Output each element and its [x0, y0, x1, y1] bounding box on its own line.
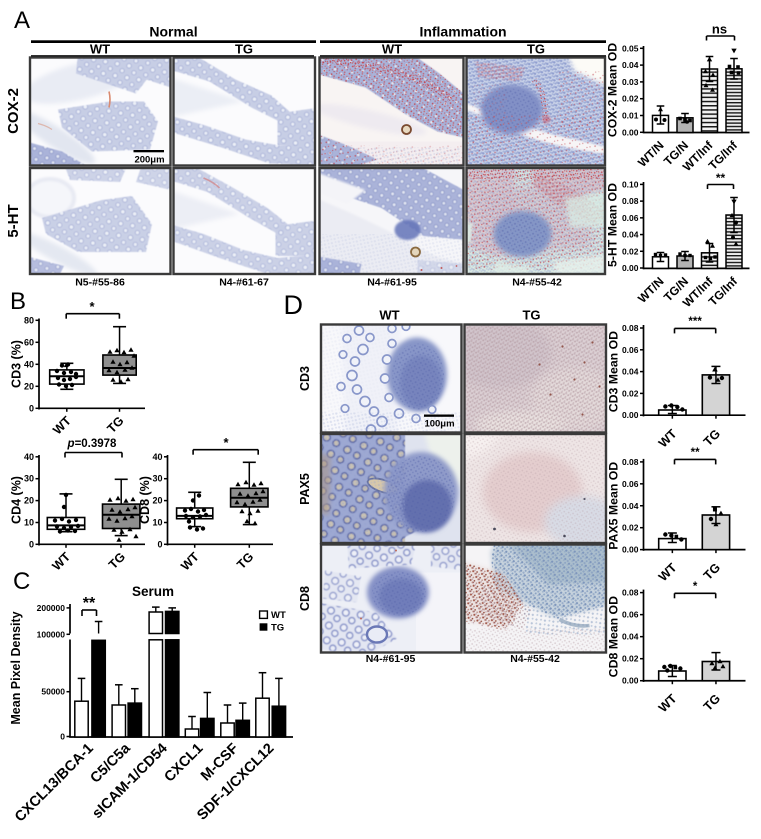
- svg-text:*: *: [223, 435, 229, 450]
- svg-text:100000: 100000: [37, 629, 66, 639]
- svg-text:50000: 50000: [41, 687, 65, 697]
- svg-text:CD8 (%): CD8 (%): [138, 476, 152, 524]
- svg-text:COX-2 Mean OD: COX-2 Mean OD: [606, 43, 620, 137]
- svg-text:0.00: 0.00: [622, 263, 639, 273]
- svg-text:B: B: [10, 288, 26, 315]
- svg-text:N4-#55-42: N4-#55-42: [510, 653, 560, 665]
- svg-text:0.10: 0.10: [622, 179, 639, 189]
- svg-text:C: C: [13, 568, 30, 595]
- svg-text:0.08: 0.08: [622, 196, 639, 206]
- svg-text:D: D: [284, 290, 304, 320]
- svg-text:N4-#61-95: N4-#61-95: [366, 653, 416, 665]
- svg-text:COX-2: COX-2: [5, 88, 22, 134]
- svg-text:N4-#61-67: N4-#61-67: [219, 277, 269, 289]
- svg-text:p=0.3978: p=0.3978: [67, 438, 118, 450]
- svg-text:30: 30: [152, 474, 162, 484]
- svg-text:CD3: CD3: [298, 366, 312, 391]
- svg-text:0.04: 0.04: [622, 60, 639, 70]
- svg-text:60: 60: [24, 337, 34, 347]
- svg-text:0.02: 0.02: [622, 94, 639, 104]
- svg-text:0.04: 0.04: [622, 632, 639, 642]
- svg-text:0.00: 0.00: [622, 676, 639, 686]
- svg-text:0.00: 0.00: [622, 545, 639, 555]
- svg-text:Serum: Serum: [132, 584, 174, 599]
- svg-text:WT: WT: [90, 42, 110, 57]
- svg-text:0.01: 0.01: [622, 111, 639, 121]
- svg-text:0.02: 0.02: [622, 388, 639, 398]
- svg-text:0.06: 0.06: [622, 610, 639, 620]
- svg-text:Mean Pixel Density: Mean Pixel Density: [9, 611, 23, 724]
- svg-text:5-HT Mean OD: 5-HT Mean OD: [606, 183, 620, 267]
- svg-text:5-HT: 5-HT: [5, 204, 22, 237]
- svg-text:***: ***: [688, 316, 702, 328]
- svg-text:0.02: 0.02: [622, 246, 639, 256]
- svg-text:0.08: 0.08: [622, 323, 639, 333]
- svg-text:40: 40: [24, 359, 34, 369]
- svg-text:ns: ns: [712, 22, 727, 37]
- svg-text:40: 40: [24, 452, 34, 462]
- svg-text:WT: WT: [379, 308, 399, 323]
- svg-text:40: 40: [152, 452, 162, 462]
- svg-text:CD3 (%): CD3 (%): [10, 340, 24, 388]
- svg-text:PAX5 Mean OD: PAX5 Mean OD: [607, 462, 621, 550]
- svg-text:WT: WT: [271, 610, 286, 621]
- svg-text:0.06: 0.06: [622, 213, 639, 223]
- svg-text:**: **: [716, 171, 726, 185]
- svg-text:80: 80: [24, 315, 34, 325]
- svg-text:**: **: [691, 447, 700, 459]
- svg-text:Normal: Normal: [149, 24, 197, 40]
- svg-text:0.06: 0.06: [622, 345, 639, 355]
- svg-text:N4-#61-95: N4-#61-95: [367, 277, 417, 289]
- svg-text:10: 10: [24, 518, 34, 528]
- svg-text:CD8 Mean OD: CD8 Mean OD: [607, 596, 621, 677]
- svg-text:0.06: 0.06: [622, 479, 639, 489]
- svg-text:10: 10: [152, 518, 162, 528]
- svg-text:0.02: 0.02: [622, 523, 639, 533]
- svg-text:30: 30: [24, 474, 34, 484]
- svg-text:0.03: 0.03: [622, 77, 639, 87]
- svg-text:CD4 (%): CD4 (%): [10, 476, 24, 524]
- svg-text:CD8: CD8: [298, 586, 312, 611]
- svg-text:20: 20: [24, 381, 34, 391]
- svg-text:200μm: 200μm: [134, 155, 164, 166]
- svg-text:**: **: [83, 595, 96, 612]
- svg-text:20: 20: [152, 496, 162, 506]
- svg-text:0.04: 0.04: [622, 230, 639, 240]
- svg-text:N4-#55-42: N4-#55-42: [512, 277, 562, 289]
- svg-text:0.04: 0.04: [622, 367, 639, 377]
- svg-text:0.00: 0.00: [622, 127, 639, 137]
- svg-text:Inflammation: Inflammation: [419, 24, 506, 40]
- svg-text:0: 0: [157, 539, 162, 549]
- svg-text:A: A: [14, 7, 30, 34]
- svg-text:PAX5: PAX5: [298, 473, 312, 505]
- svg-text:TG: TG: [271, 622, 284, 633]
- svg-text:0: 0: [29, 539, 34, 549]
- svg-text:0.08: 0.08: [622, 457, 639, 467]
- svg-text:CD3 Mean OD: CD3 Mean OD: [607, 331, 621, 412]
- svg-text:20: 20: [24, 496, 34, 506]
- svg-text:100μm: 100μm: [424, 419, 454, 430]
- svg-text:0.02: 0.02: [622, 654, 639, 664]
- svg-text:TG: TG: [522, 308, 540, 323]
- svg-text:200000: 200000: [37, 603, 66, 613]
- svg-text:0.05: 0.05: [622, 43, 639, 53]
- svg-text:WT: WT: [382, 42, 402, 57]
- svg-text:N5-#55-86: N5-#55-86: [75, 277, 125, 289]
- svg-text:TG: TG: [235, 42, 253, 57]
- svg-text:0: 0: [60, 732, 65, 742]
- svg-text:0.04: 0.04: [622, 501, 639, 511]
- svg-text:TG: TG: [527, 42, 545, 57]
- svg-text:*: *: [693, 581, 698, 593]
- svg-text:0.08: 0.08: [622, 588, 639, 598]
- svg-text:0: 0: [29, 403, 34, 413]
- svg-text:*: *: [89, 299, 95, 314]
- svg-text:0.00: 0.00: [622, 410, 639, 420]
